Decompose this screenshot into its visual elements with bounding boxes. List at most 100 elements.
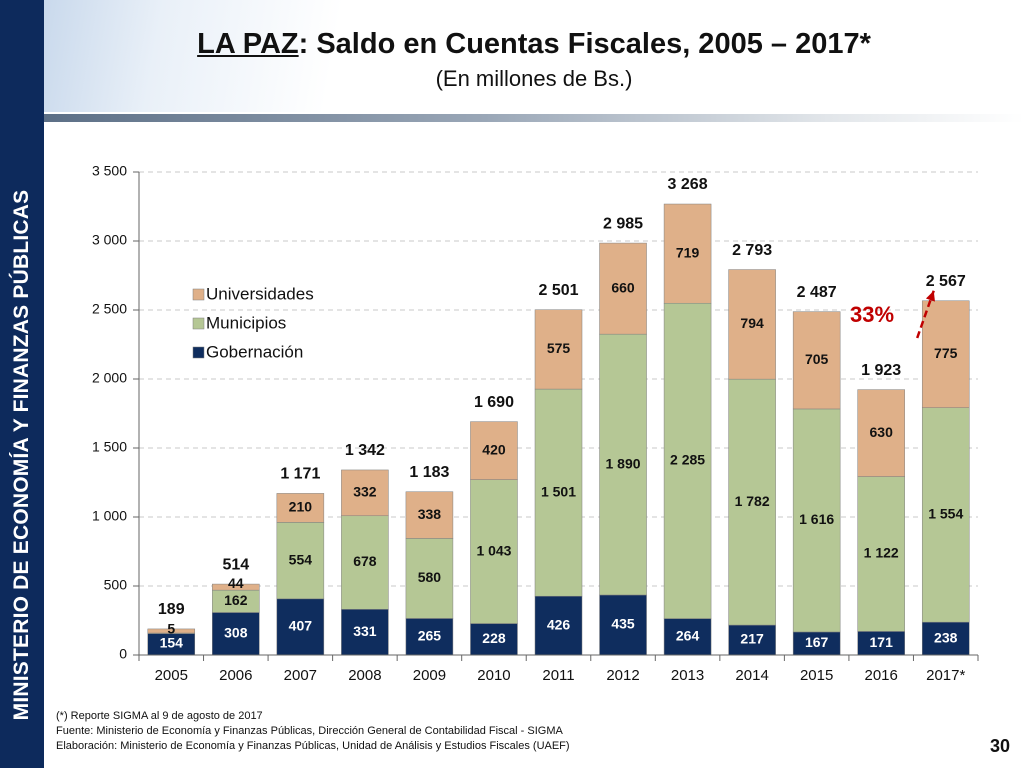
total-label: 1 690 [474,394,514,411]
total-label: 514 [222,556,249,573]
data-label-municipios: 1 782 [735,493,770,509]
bar-segment [212,583,260,591]
header-divider [44,114,1024,122]
legend-swatch [192,317,205,330]
bar-segment [599,594,647,656]
x-tick-label: 2013 [671,667,704,684]
data-label-gobernacion: 426 [547,616,571,632]
total-label: 3 268 [668,176,708,193]
y-tick-label: 1 000 [92,508,127,524]
data-label-municipios: 1 501 [541,483,576,499]
bar-segment [405,491,454,539]
bar-segment [534,388,583,597]
y-tick-label: 0 [119,646,127,662]
total-label: 1 183 [409,464,449,481]
legend-swatch [192,288,205,301]
bar-segment [276,493,325,523]
legend-label: Universidades [206,284,314,303]
data-label-gobernacion: 265 [418,627,442,643]
data-label-municipios: 554 [289,551,313,567]
data-label-municipios: 1 554 [928,506,963,522]
x-tick-label: 2010 [477,667,510,684]
x-tick-label: 2008 [348,667,381,684]
x-tick-label: 2005 [155,667,188,684]
total-label: 2 985 [603,215,643,232]
bar-segment [341,515,389,610]
data-label-universidades: 660 [611,279,635,295]
bar-segment [728,269,776,380]
y-tick-label: 3 500 [92,163,127,179]
legend-label: Gobernación [206,342,303,361]
y-tick-label: 3 000 [92,232,127,248]
legend-swatch [192,346,205,359]
growth-annotation: 33% [850,302,894,327]
data-label-universidades: 332 [353,484,377,500]
data-label-gobernacion: 171 [870,634,894,650]
x-tick-label: 2015 [800,667,833,684]
growth-arrow-line [916,290,935,339]
bar-segment [599,333,647,596]
bar-segment [341,469,389,517]
data-label-municipios: 678 [353,553,377,569]
total-label: 2 501 [538,282,578,299]
data-label-universidades: 775 [934,345,958,361]
bar-segment [470,623,518,656]
data-label-gobernacion: 331 [353,623,377,639]
x-tick-label: 2009 [413,667,446,684]
growth-arrow-head [925,290,935,302]
x-tick-label: 2012 [606,667,639,684]
data-label-gobernacion: 167 [805,634,829,650]
x-tick-label: 2016 [865,667,898,684]
bar-segment [921,300,970,408]
data-label-universidades: 210 [289,499,313,515]
footnote-report: (*) Reporte SIGMA al 9 de agosto de 2017 [56,710,263,722]
y-tick-label: 1 500 [92,439,127,455]
bar-segment [534,309,583,390]
data-label-municipios: 1 616 [799,511,834,527]
data-label-universidades: 44 [228,575,244,591]
data-label-gobernacion: 407 [289,618,313,634]
data-label-municipios: 5 [167,621,175,637]
x-tick-label: 2011 [542,667,574,684]
bar-segment [663,302,712,619]
total-label: 1 171 [280,466,320,483]
page-title: LA PAZ: Saldo en Cuentas Fiscales, 2005 … [44,28,1024,61]
x-tick-label: 2006 [219,667,252,684]
bar-segment [534,595,583,656]
bar-segment [147,628,196,634]
data-label-universidades: 420 [482,441,506,457]
bar-segment [599,242,647,335]
total-label: 1 342 [345,442,385,459]
header-background [44,0,1024,112]
data-label-municipios: 2 285 [670,452,705,468]
data-label-gobernacion: 435 [611,616,635,632]
legend-label: Municipios [206,313,286,332]
bar-segment [470,479,518,624]
bar-segment [405,618,454,656]
total-label: 189 [158,601,185,618]
data-label-universidades: 705 [805,351,829,367]
bar-segment [921,407,970,623]
y-tick-label: 500 [104,577,128,593]
bar-segment [792,408,841,633]
x-tick-label: 2017* [926,667,965,684]
title-region: LA PAZ [197,28,299,60]
data-label-universidades: 338 [418,506,442,522]
data-label-gobernacion: 217 [740,631,764,647]
bar-segment [792,311,841,410]
footnote-elaboration: Elaboración: Ministerio de Economía y Fi… [56,740,570,752]
data-label-universidades: 630 [870,424,894,440]
data-label-gobernacion: 238 [934,629,958,645]
page-subtitle: (En millones de Bs.) [435,66,633,91]
total-label: 2 793 [732,242,772,259]
y-tick-label: 2 500 [92,301,127,317]
data-label-universidades: 794 [740,315,764,331]
bar-segment [276,598,325,656]
bar-segment [405,538,454,619]
page-number: 30 [989,736,1010,756]
title-text: : Saldo en Cuentas Fiscales, 2005 – 2017… [298,28,871,60]
bar-segment [663,618,712,656]
data-label-universidades: 719 [676,244,700,260]
data-label-universidades: 575 [547,340,571,356]
data-label-gobernacion: 264 [676,627,700,643]
